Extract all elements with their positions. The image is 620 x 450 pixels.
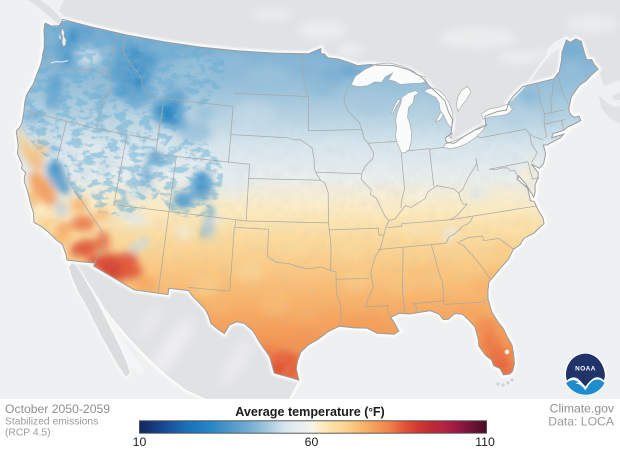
svg-text:(RCP 4.5): (RCP 4.5) (5, 428, 51, 439)
svg-text:Data: LOCA: Data: LOCA (548, 415, 615, 429)
svg-text:October 2050-2059: October 2050-2059 (5, 402, 110, 416)
svg-text:110: 110 (475, 435, 495, 449)
svg-text:Climate.gov: Climate.gov (550, 402, 615, 416)
svg-text:60: 60 (305, 435, 319, 449)
svg-text:Stabilized emissions: Stabilized emissions (5, 417, 98, 428)
svg-text:Average temperature (°F): Average temperature (°F) (235, 405, 385, 419)
svg-text:NOAA: NOAA (575, 366, 596, 373)
svg-text:10: 10 (133, 435, 147, 449)
